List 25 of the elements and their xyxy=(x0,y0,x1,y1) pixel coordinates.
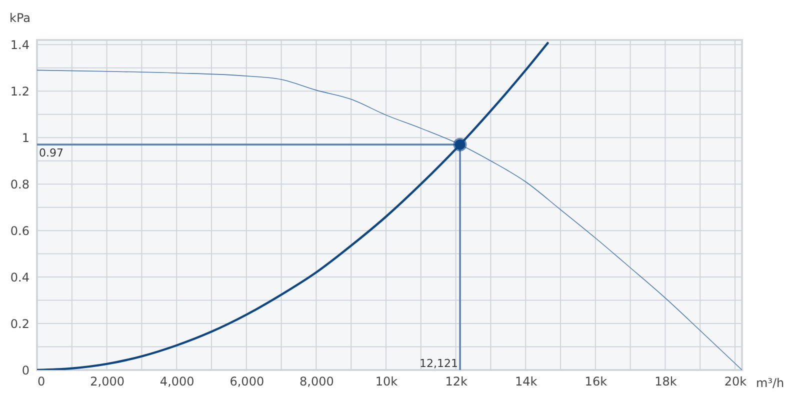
x-tick-label: 0 xyxy=(38,374,46,388)
ref-line-label: 12,121 xyxy=(420,357,458,370)
y-tick-label: 0.2 xyxy=(10,317,30,332)
x-tick-label: 6,000 xyxy=(230,374,264,388)
x-tick-label: 18k xyxy=(654,374,677,388)
line-series xyxy=(37,41,550,370)
line-series xyxy=(37,70,742,370)
x-tick-label: 4,000 xyxy=(160,374,194,388)
y-tick-label: 1.2 xyxy=(10,84,30,99)
x-axis-title: m³/h xyxy=(756,376,784,390)
y-tick-label: 1.4 xyxy=(10,38,30,52)
x-tick-label: 10k xyxy=(375,374,398,388)
x-tick-label: 14k xyxy=(515,374,538,388)
x-tick-label: 12k xyxy=(445,374,468,388)
x-tick-label: 16k xyxy=(584,374,608,388)
y-tick-label: 0.4 xyxy=(10,270,30,285)
x-tick-label: 20k xyxy=(724,374,747,388)
x-tick-label: 2,000 xyxy=(90,374,124,388)
y-axis-title: kPa xyxy=(10,11,30,25)
y-tick-label: 0 xyxy=(22,364,30,378)
y-tick-label: 1 xyxy=(22,131,30,146)
y-tick-label: 0.6 xyxy=(10,224,30,238)
ref-line-label: 0.97 xyxy=(39,146,64,160)
x-tick-label: 8,000 xyxy=(300,374,334,388)
y-tick-label: 0.8 xyxy=(10,178,30,192)
